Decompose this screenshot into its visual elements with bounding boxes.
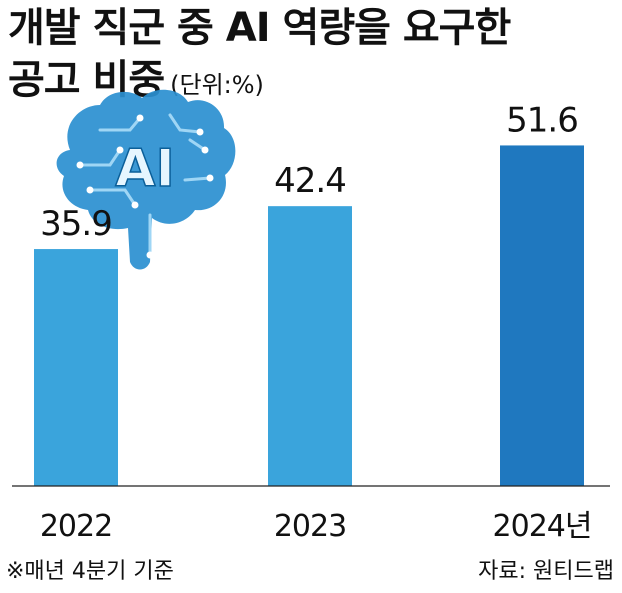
source-label: 자료: 원티드랩 [478, 559, 614, 584]
bar-2023 [268, 206, 352, 486]
unit-label: (단위:%) [170, 71, 264, 99]
category-label-2022: 2022 [40, 509, 112, 544]
chart-title: 개발 직군 중 AI 역량을 요구한 공고 비중 (단위:%) [8, 2, 608, 111]
category-label-2024년: 2024년 [493, 509, 592, 544]
footnote: ※매년 4분기 기준 [6, 559, 174, 584]
bar-2022 [34, 249, 118, 486]
ai-text: AI [115, 139, 175, 199]
ai-brain-circuit-icon: AI [56, 89, 236, 270]
category-label-2023: 2023 [274, 509, 346, 544]
value-label-2022: 35.9 [40, 204, 112, 244]
title-line-2: 공고 비중 [8, 57, 165, 103]
bar-2024년 [500, 145, 584, 486]
value-label-2024년: 51.6 [506, 100, 578, 140]
title-line-1: 개발 직군 중 AI 역량을 요구한 [8, 5, 511, 51]
value-label-2023: 42.4 [274, 161, 346, 201]
